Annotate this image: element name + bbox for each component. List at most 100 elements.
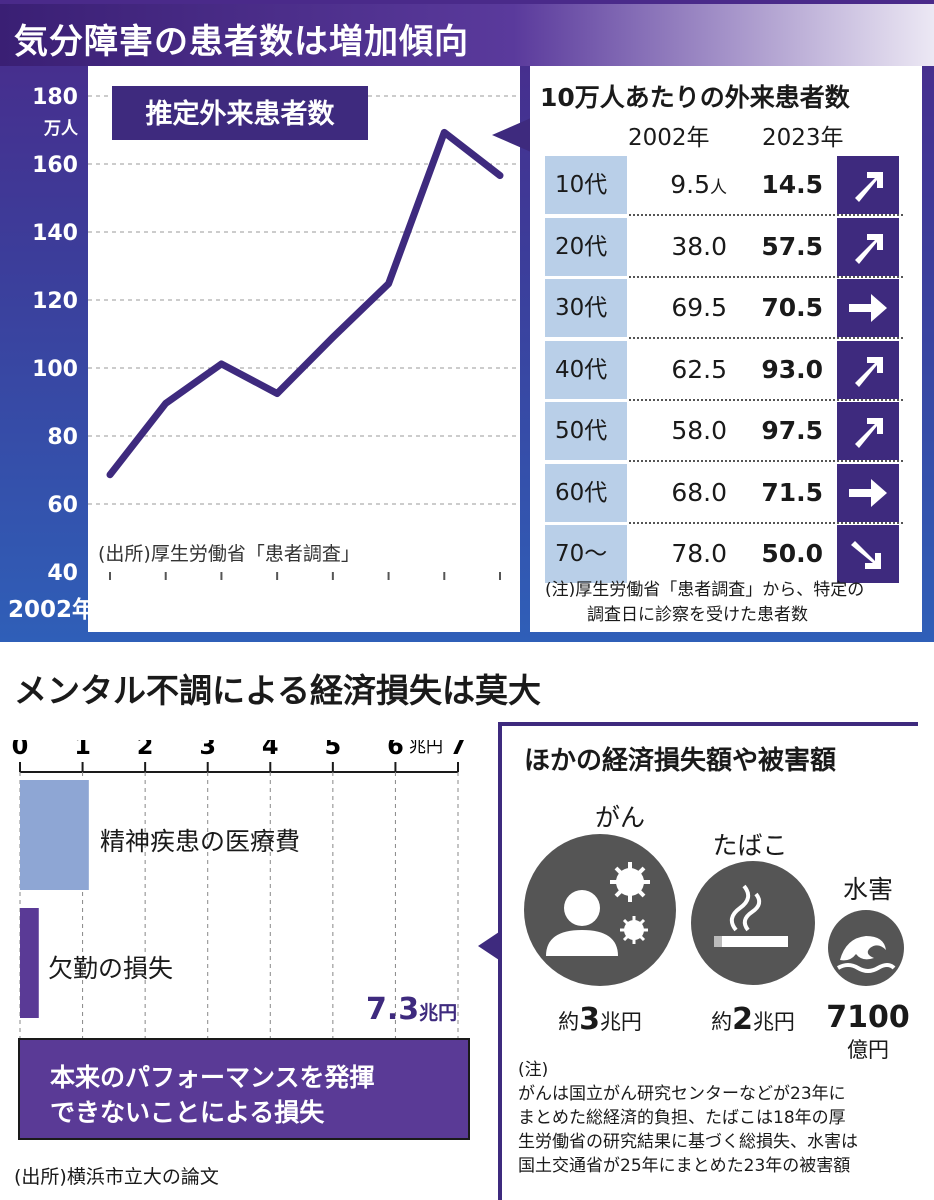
age-cell: 20代 [545, 217, 627, 276]
y-tick-label: 100 [32, 357, 78, 382]
y-tick-label: 40 [47, 561, 78, 586]
x-tick-label: 17 [373, 597, 405, 623]
tobacco-value-prefix: 約 [711, 1010, 733, 1034]
bar-tick-label: 7 [450, 740, 467, 760]
trend-up-icon [837, 340, 899, 399]
data-point [385, 280, 392, 287]
value-2002-cell: 9.5人 [629, 156, 733, 214]
y-tick-label: 80 [47, 425, 78, 450]
value-2002-cell: 68.0 [629, 464, 733, 522]
table-note-line: 調査日に診察を受けた患者数 [587, 605, 808, 625]
patients-points [107, 129, 503, 478]
top-title: 気分障害の患者数は増加傾向 [14, 22, 469, 62]
bar-tick-label: 1 [74, 740, 91, 760]
value-2023-cell: 97.5 [761, 416, 823, 445]
y-tick-label: 160 [32, 153, 78, 178]
bar-label-absence: 欠勤の損失 [48, 954, 174, 983]
y-unit: 万人 [43, 119, 79, 139]
x-tick-label: 05 [150, 597, 182, 623]
row-divider [629, 214, 903, 218]
value-2002: 69.5 [671, 293, 727, 322]
person-virus-icon [524, 834, 676, 986]
table-note: (注)厚生労働省「患者調査」から、特定の 調査日に診察を受けた患者数 [545, 578, 915, 628]
x-tick-label: 20 [428, 597, 460, 623]
trend-up-icon [837, 402, 899, 460]
value-2002-cell: 69.5 [629, 279, 733, 337]
age-cell: 50代 [545, 402, 627, 460]
bar-tick-label: 6 [387, 740, 404, 760]
col-header-2002: 2002年 [628, 125, 710, 151]
trend-down-icon [837, 525, 899, 583]
other-pointer [478, 930, 502, 962]
value-2002: 68.0 [671, 477, 727, 507]
value-2002-cell: 58.0 [629, 402, 733, 460]
other-losses-panel [498, 722, 918, 1200]
bar-absence [20, 908, 39, 1018]
table-row: 20代 38.0 57.5 [545, 217, 903, 280]
x-tick-label: 23 [484, 597, 516, 623]
data-point [107, 471, 113, 478]
cancer-label: がん [594, 803, 645, 832]
value-2023-cell: 50.0 [761, 539, 823, 568]
value-2002-unit: 人 [710, 178, 727, 198]
y-tick-labels: 40 60 80 100 120 140 160 180 [32, 85, 78, 586]
top-source: (出所)厚生労働省「患者調査」 [98, 543, 360, 565]
value-2023-cell: 14.5 [761, 170, 823, 199]
row-divider [629, 460, 903, 464]
x-tick-label: 2002年 [8, 596, 95, 623]
value-2002: 58.0 [671, 416, 727, 445]
bar-label-presenteeism: 本来のパフォーマンスを発揮 できないことによる損失 [50, 1060, 430, 1130]
value-2023-cell: 71.5 [761, 477, 823, 507]
tobacco-value-num: 2 [732, 1002, 753, 1037]
table-row: 30代 69.5 70.5 [545, 279, 903, 341]
bar-axis-ticks: 0 1 2 3 4 5 6 7 兆円 [12, 740, 467, 773]
bar-tick-label: 5 [325, 740, 342, 760]
age-cell: 30代 [545, 279, 627, 337]
other-note-line: 生労働省の研究結果に基づく総損失、水害は [518, 1132, 858, 1152]
value-2002-cell: 38.0 [629, 218, 733, 276]
cancer-value: 約3兆円 [540, 1002, 660, 1037]
tobacco-value: 約2兆円 [693, 1002, 813, 1037]
table-row: 70～ 78.0 50.0 [545, 525, 903, 587]
bar-medical [20, 780, 89, 890]
data-point [274, 390, 281, 397]
table-row: 50代 58.0 97.5 [545, 402, 903, 464]
patients-line [106, 128, 504, 479]
title-bar [0, 4, 934, 66]
y-tick-label: 120 [32, 289, 78, 314]
age-cell: 40代 [545, 340, 627, 399]
value-2002: 9.5 [670, 170, 710, 199]
value-2023-cell: 93.0 [761, 354, 823, 384]
bar-total-unit: 兆円 [419, 1002, 458, 1024]
bar-tick-label: 0 [12, 740, 29, 760]
bar-marks [20, 780, 89, 1018]
cigarette-icon [691, 861, 815, 985]
other-note-line: がんは国立がん研究センターなどが23年に [518, 1084, 846, 1104]
value-2002: 62.5 [671, 354, 727, 384]
age-cell: 60代 [545, 463, 627, 522]
y-tick-label: 140 [32, 221, 78, 246]
bar-total: 7.3兆円 [366, 992, 457, 1027]
row-divider [629, 521, 903, 526]
x-tick-label: 14 [317, 597, 349, 623]
other-note-line: 国土交通省が25年にまとめた23年の被害額 [518, 1156, 851, 1176]
data-point [162, 400, 169, 407]
col-header-2023: 2023年 [762, 125, 844, 151]
data-point [497, 172, 503, 179]
bottom-source: (出所)横浜市立大の論文 [14, 1166, 219, 1188]
other-note: (注) がんは国立がん研究センターなどが23年に まとめた総経済的負担、たばこは… [518, 1058, 922, 1178]
x-tick-label: 11 [261, 597, 293, 623]
tobacco-label: たばこ [712, 831, 788, 860]
bar-presenteeism [18, 1038, 470, 1140]
x-tick-labels: 2002年 05 08 11 14 17 20 23 [8, 572, 516, 623]
data-point [441, 129, 448, 136]
value-2023-cell: 57.5 [761, 231, 823, 261]
bar-total-value: 7.3 [366, 992, 420, 1027]
data-point [329, 334, 336, 341]
y-tick-label: 60 [47, 493, 78, 518]
cancer-value-prefix: 約 [558, 1010, 580, 1034]
flood-label: 水害 [842, 875, 893, 904]
table-title: 10万人あたりの外来患者数 [540, 83, 850, 112]
value-2002-cell: 62.5 [629, 341, 733, 399]
age-cell: 70～ [545, 525, 627, 583]
